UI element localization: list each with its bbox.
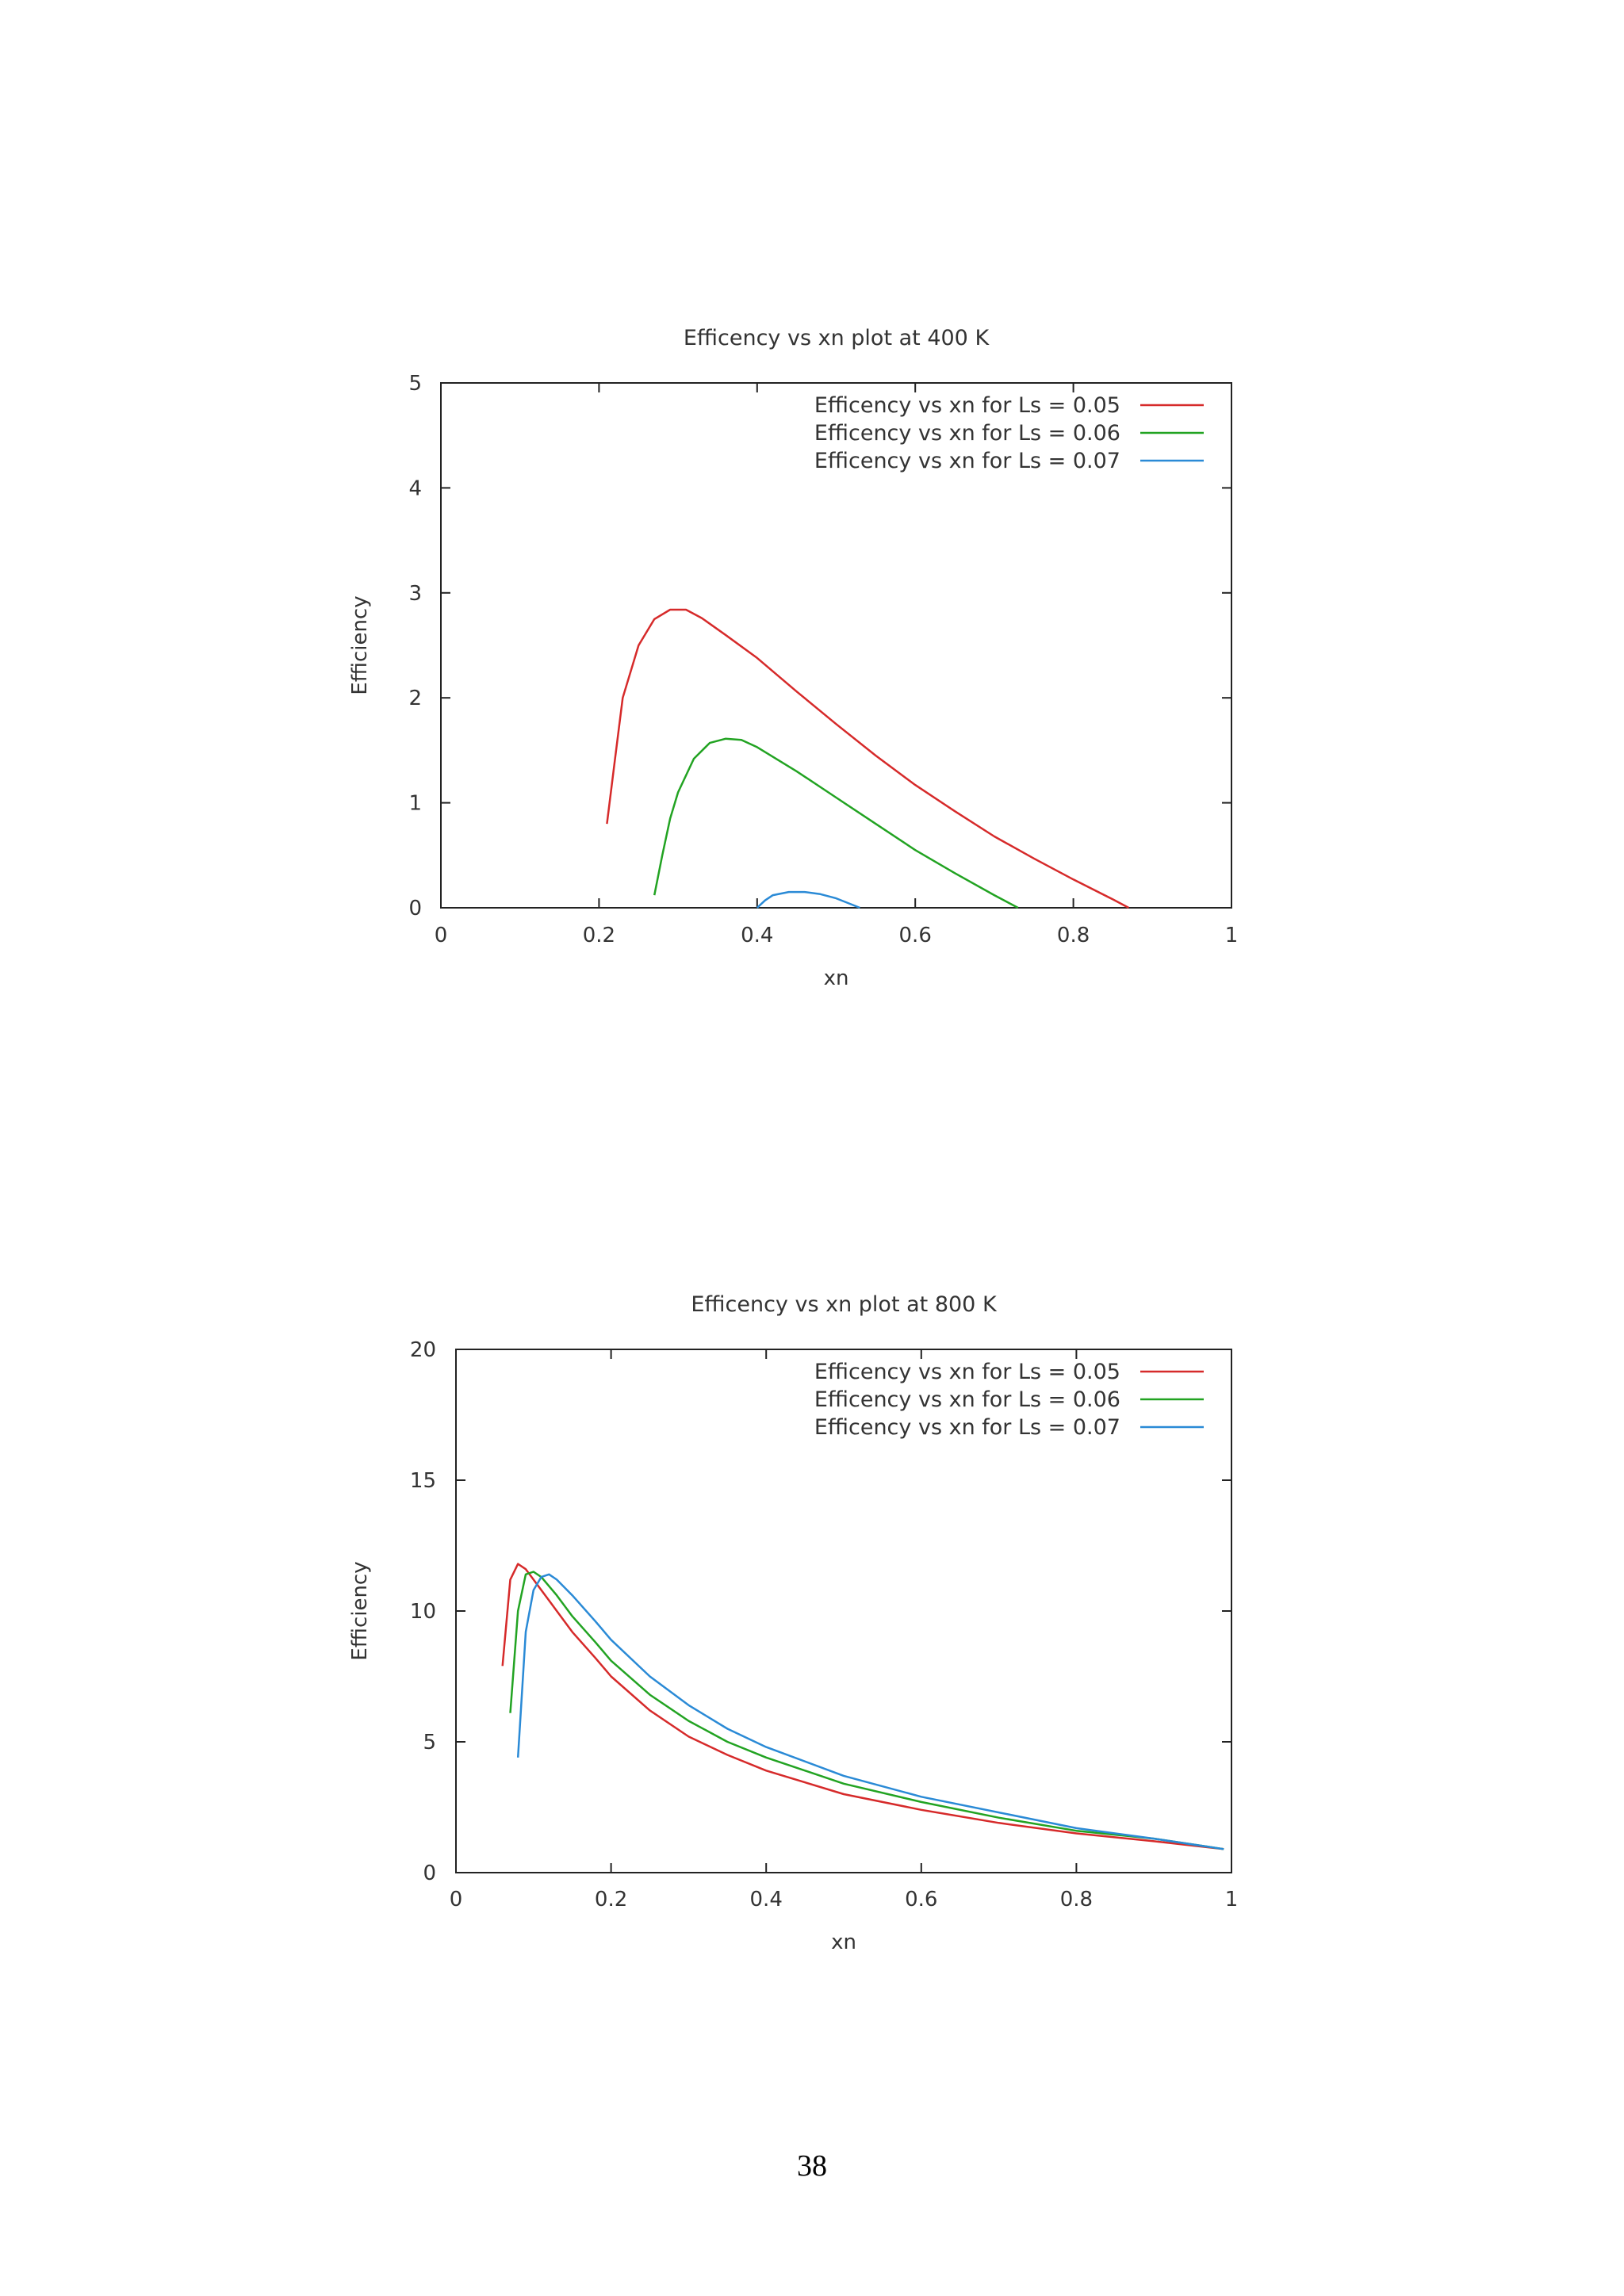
x-axis-label: xn [831, 1931, 856, 1954]
page-number: 38 [797, 2149, 827, 2183]
x-tick-label: 0.2 [583, 924, 615, 947]
series-line-3 [756, 890, 860, 909]
y-tick-label: 5 [408, 372, 422, 396]
legend-label-3: Efficency vs xn for Ls = 0.07 [814, 1415, 1120, 1440]
y-tick-label: 2 [408, 687, 422, 710]
legend-label-1: Efficency vs xn for Ls = 0.05 [814, 393, 1120, 418]
series-line-1 [606, 608, 1129, 909]
x-tick-label: 0.4 [750, 1888, 783, 1911]
x-tick-label: 0.8 [1057, 924, 1090, 947]
x-tick-label: 1 [1225, 924, 1239, 947]
efficiency-400k-chart: Efficency vs xn plot at 400 K 0 0.2 0.4 0.6 0… [0, 301, 1624, 1094]
y-tick-label: 0 [408, 897, 422, 920]
x-tick-label: 0.8 [1060, 1888, 1093, 1911]
x-tick-label: 0.4 [741, 924, 773, 947]
plot-frame [440, 382, 1232, 909]
x-tick-label: 0.6 [899, 924, 932, 947]
legend-label-2: Efficency vs xn for Ls = 0.06 [814, 1387, 1120, 1412]
x-tick-label: 0 [435, 924, 448, 947]
x-tick-label: 1 [1225, 1888, 1239, 1911]
x-tick-label: 0.6 [905, 1888, 937, 1911]
y-tick-label: 3 [408, 582, 422, 606]
series-line-3 [516, 1573, 1224, 1850]
x-tick-label: 0.2 [595, 1888, 627, 1911]
y-tick-label: 1 [408, 792, 422, 816]
series-line-2 [509, 1571, 1224, 1850]
efficiency-800k-chart: Efficency vs xn plot at 800 K 0 0.2 0.4 0.6 0… [0, 1267, 1624, 2060]
y-tick-label: 20 [410, 1338, 436, 1362]
y-tick-label: 5 [423, 1731, 436, 1755]
x-axis-label: xn [824, 966, 849, 990]
legend-label-2: Efficency vs xn for Ls = 0.06 [814, 421, 1120, 446]
y-tick-label: 4 [408, 476, 422, 500]
y-axis-label: Efficiency [348, 1561, 372, 1660]
chart-svg: Efficency vs xn plot at 400 K 0 0.2 0.4 0.6 0… [348, 326, 1239, 990]
chart-title: Efficency vs xn plot at 400 K [684, 326, 990, 350]
legend-label-1: Efficency vs xn for Ls = 0.05 [814, 1360, 1120, 1384]
x-tick-label: 0 [450, 1888, 463, 1911]
y-tick-label: 0 [423, 1862, 436, 1885]
y-tick-label: 10 [410, 1600, 436, 1624]
series-line-1 [501, 1563, 1224, 1850]
y-axis-label: Efficiency [348, 595, 372, 695]
legend-label-3: Efficency vs xn for Ls = 0.07 [814, 449, 1120, 473]
y-tick-label: 15 [410, 1469, 436, 1493]
series-line-2 [653, 737, 1019, 909]
chart-title: Efficency vs xn plot at 800 K [691, 1292, 998, 1317]
chart-svg: Efficency vs xn plot at 800 K 0 0.2 0.4 0.6 0… [348, 1292, 1239, 1954]
